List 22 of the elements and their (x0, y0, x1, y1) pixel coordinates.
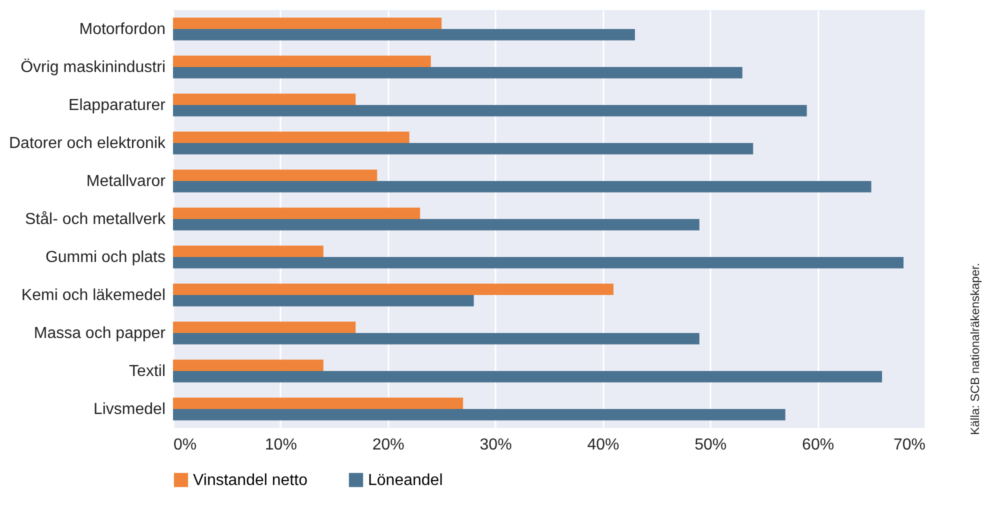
y-tick-label: Datorer och elektronik (8, 135, 166, 152)
x-tick-label: 0% (174, 436, 197, 454)
x-tick-label: 60% (802, 436, 834, 454)
y-tick-label: Övrig maskinindustri (20, 58, 166, 76)
y-tick-label: Livsmedel (93, 401, 166, 418)
y-tick-label: Kemi och läkemedel (21, 287, 166, 304)
y-tick-label: Stål- och metallverk (25, 211, 166, 228)
y-tick-label: Textil (129, 363, 166, 380)
y-tick-label: Motorfordon (79, 21, 166, 38)
y-tick-label: Elapparaturer (68, 97, 166, 114)
x-tick-label: 50% (694, 436, 727, 454)
x-tick-label: 40% (587, 436, 620, 454)
x-tick-label: 20% (372, 436, 404, 454)
y-tick-label: Metallvaror (86, 173, 166, 190)
x-tick-label: 30% (480, 436, 512, 454)
x-tick-label: 70% (893, 436, 926, 454)
legend-label: Löneandel (368, 472, 443, 489)
y-tick-label: Massa och papper (34, 325, 166, 342)
text: Källa: SCB nationalräkenskaper. (968, 262, 982, 435)
x-tick-label: 10% (264, 436, 297, 454)
legend-label: Vinstandel netto (193, 472, 308, 489)
y-tick-label: Gummi och plats (45, 249, 166, 266)
